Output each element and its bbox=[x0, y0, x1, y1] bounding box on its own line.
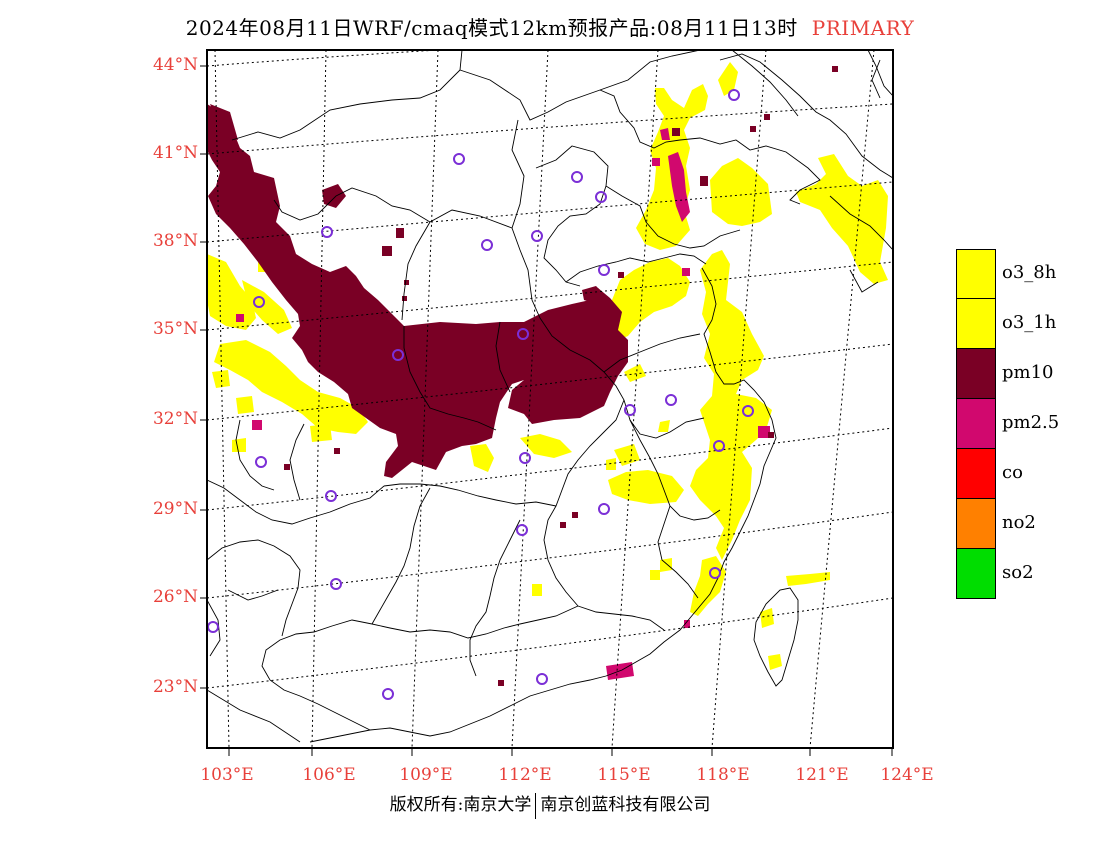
copyright-footer: 版权所有:南京大学 南京创蓝科技有限公司 bbox=[0, 790, 1100, 819]
legend-swatch bbox=[956, 249, 996, 299]
graticule bbox=[207, 50, 893, 748]
legend-swatch bbox=[956, 349, 996, 399]
legend-label: so2 bbox=[1002, 562, 1034, 583]
lon-label-115: 115°E bbox=[597, 765, 651, 785]
o3-regions bbox=[207, 62, 888, 670]
lon-label-103: 103°E bbox=[200, 765, 254, 785]
pm10-regions bbox=[207, 104, 628, 478]
legend-swatch bbox=[956, 549, 996, 599]
lat-label-32: 32°N bbox=[152, 409, 198, 429]
legend-label: o3_8h bbox=[1002, 262, 1057, 283]
legend-label: pm2.5 bbox=[1002, 412, 1060, 433]
lon-label-109: 109°E bbox=[399, 765, 453, 785]
lon-label-118: 118°E bbox=[696, 765, 750, 785]
lat-ticks bbox=[200, 65, 207, 689]
title-main: 2024年08月11日WRF/cmaq模式12km预报产品:08月11日13时 bbox=[185, 16, 798, 40]
lon-label-121: 121°E bbox=[795, 765, 849, 785]
title-primary-tag: PRIMARY bbox=[811, 16, 915, 40]
legend-label: no2 bbox=[1002, 512, 1036, 533]
legend-label: co bbox=[1002, 462, 1023, 483]
lat-label-41: 41°N bbox=[152, 143, 198, 163]
lat-label-38: 38°N bbox=[152, 231, 198, 251]
lat-label-44: 44°N bbox=[152, 55, 198, 75]
footer-separator bbox=[535, 792, 537, 819]
legend-label: o3_1h bbox=[1002, 312, 1057, 333]
legend-swatch bbox=[956, 399, 996, 449]
map-frame bbox=[206, 49, 894, 749]
lat-label-35: 35°N bbox=[152, 319, 198, 339]
lon-label-124: 124°E bbox=[880, 765, 934, 785]
legend-swatch bbox=[956, 499, 996, 549]
copyright-right: 南京创蓝科技有限公司 bbox=[540, 795, 711, 815]
legend-swatch bbox=[956, 449, 996, 499]
station-markers bbox=[207, 89, 754, 700]
map-title: 2024年08月11日WRF/cmaq模式12km预报产品:08月11日13时 P… bbox=[0, 12, 1100, 41]
copyright-left: 版权所有:南京大学 bbox=[389, 795, 532, 815]
lon-label-106: 106°E bbox=[302, 765, 356, 785]
lat-label-23: 23°N bbox=[152, 677, 198, 697]
legend-swatch bbox=[956, 299, 996, 349]
lon-ticks bbox=[228, 748, 893, 756]
pm10-spots bbox=[284, 66, 838, 686]
boundaries bbox=[207, 50, 893, 743]
lat-label-26: 26°N bbox=[152, 587, 198, 607]
map-content bbox=[207, 50, 893, 748]
lon-label-112: 112°E bbox=[498, 765, 552, 785]
lat-label-29: 29°N bbox=[152, 499, 198, 519]
legend-label: pm10 bbox=[1002, 362, 1054, 383]
